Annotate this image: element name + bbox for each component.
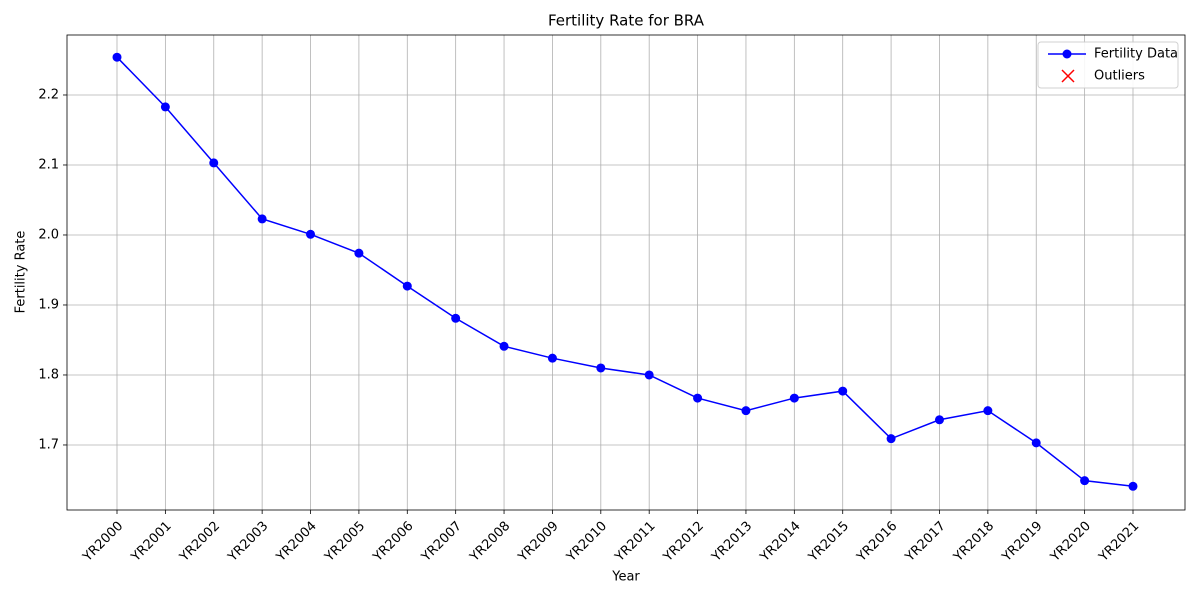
y-tick-label: 1.9 (38, 297, 59, 312)
data-point (693, 393, 703, 403)
data-point (209, 158, 219, 168)
data-point (934, 415, 944, 425)
y-tick-label: 1.7 (38, 437, 59, 452)
y-axis-label: Fertility Rate (14, 231, 29, 314)
x-tick-label: YR2001 (128, 519, 175, 566)
x-tick-label: YR2008 (467, 519, 514, 566)
data-point (306, 229, 316, 239)
data-point (596, 363, 606, 373)
legend-symbol (1061, 69, 1075, 83)
x-tick-label: YR2012 (660, 519, 707, 566)
x-tick-label: YR2018 (950, 519, 997, 566)
y-tick-label: 2.1 (38, 157, 59, 172)
data-point (354, 248, 364, 258)
data-point (1128, 481, 1138, 491)
y-tick-label: 2.0 (38, 227, 59, 242)
x-tick-label: YR2005 (321, 519, 368, 566)
x-tick-label: YR2013 (709, 519, 756, 566)
x-tick-label: YR2016 (854, 519, 901, 566)
data-point (983, 406, 993, 416)
data-point (402, 281, 412, 291)
x-tick-label: YR2019 (999, 519, 1046, 566)
data-line (116, 56, 1134, 488)
data-point (160, 102, 170, 112)
data-point (112, 52, 122, 62)
data-point (644, 370, 654, 380)
x-tick-label: YR2003 (225, 519, 272, 566)
y-tick-label: 1.8 (38, 367, 59, 382)
x-tick-label: YR2007 (418, 519, 465, 566)
data-point (499, 341, 509, 351)
x-axis-label: Year (611, 570, 640, 585)
data-point (886, 434, 896, 444)
x-tick-label: YR2009 (515, 519, 562, 566)
data-point (547, 353, 557, 363)
legend-label: Outliers (1094, 69, 1145, 84)
x-tick-label: YR2017 (902, 519, 949, 566)
y-tick-label: 2.2 (38, 87, 59, 102)
x-tick-label: YR2010 (563, 519, 610, 566)
legend-symbol (1062, 49, 1072, 59)
data-point (789, 393, 799, 403)
x-tick-label: YR2006 (370, 519, 417, 566)
chart-title: Fertility Rate for BRA (548, 12, 705, 30)
x-tick-label: YR2021 (1096, 519, 1143, 566)
x-tick-label: YR2015 (805, 519, 852, 566)
data-point (741, 406, 751, 416)
x-tick-label: YR2011 (612, 519, 659, 566)
legend-label: Fertility Data (1094, 47, 1178, 62)
x-tick-label: YR2002 (176, 519, 223, 566)
x-tick-label: YR2020 (1047, 519, 1094, 566)
x-tick-label: YR2014 (757, 519, 804, 566)
data-point (838, 386, 848, 396)
data-point (451, 313, 461, 323)
plot-frame (66, 34, 1186, 511)
x-tick-label: YR2000 (80, 519, 127, 566)
data-point (1031, 438, 1041, 448)
data-point (1080, 476, 1090, 486)
x-tick-label: YR2004 (273, 519, 320, 566)
data-point (257, 214, 267, 224)
